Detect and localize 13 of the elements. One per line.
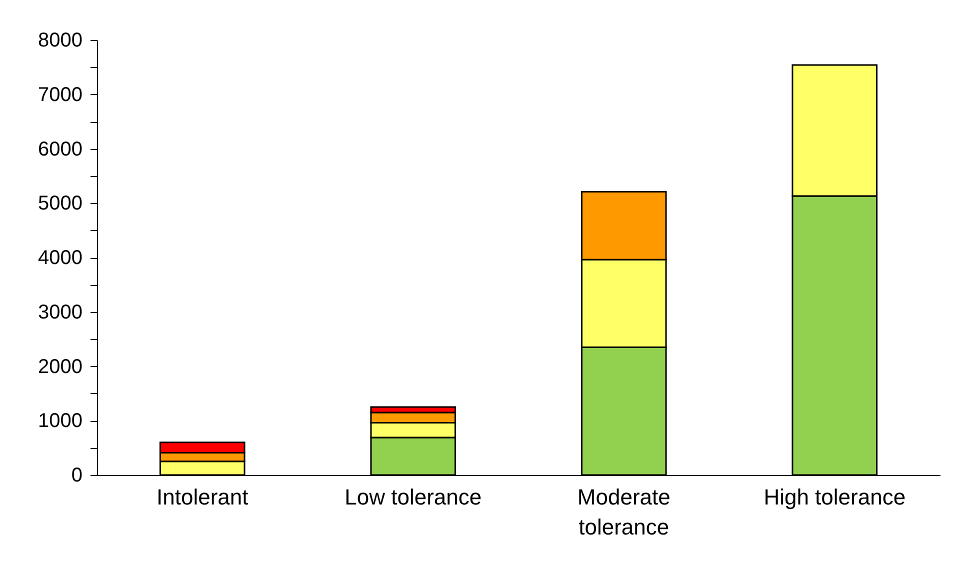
x-tick-label: Low tolerance — [344, 484, 482, 510]
y-tick-label: 3000 — [38, 301, 82, 324]
x-tick-label: Intolerant — [156, 484, 248, 510]
y-tick-label: 0 — [71, 464, 82, 486]
y-tick-label: 4000 — [38, 247, 82, 269]
x-tick-label: High tolerance — [764, 484, 906, 510]
y-tick-label: 6000 — [38, 138, 82, 160]
x-tick-label: Moderate tolerance — [577, 484, 670, 540]
y-tick-label: 2000 — [38, 356, 82, 378]
y-tick-label: 8000 — [38, 30, 82, 52]
y-tick-label: 1000 — [38, 410, 82, 432]
y-tick-label: 5000 — [38, 192, 82, 215]
y-tick-label: 7000 — [38, 84, 82, 106]
